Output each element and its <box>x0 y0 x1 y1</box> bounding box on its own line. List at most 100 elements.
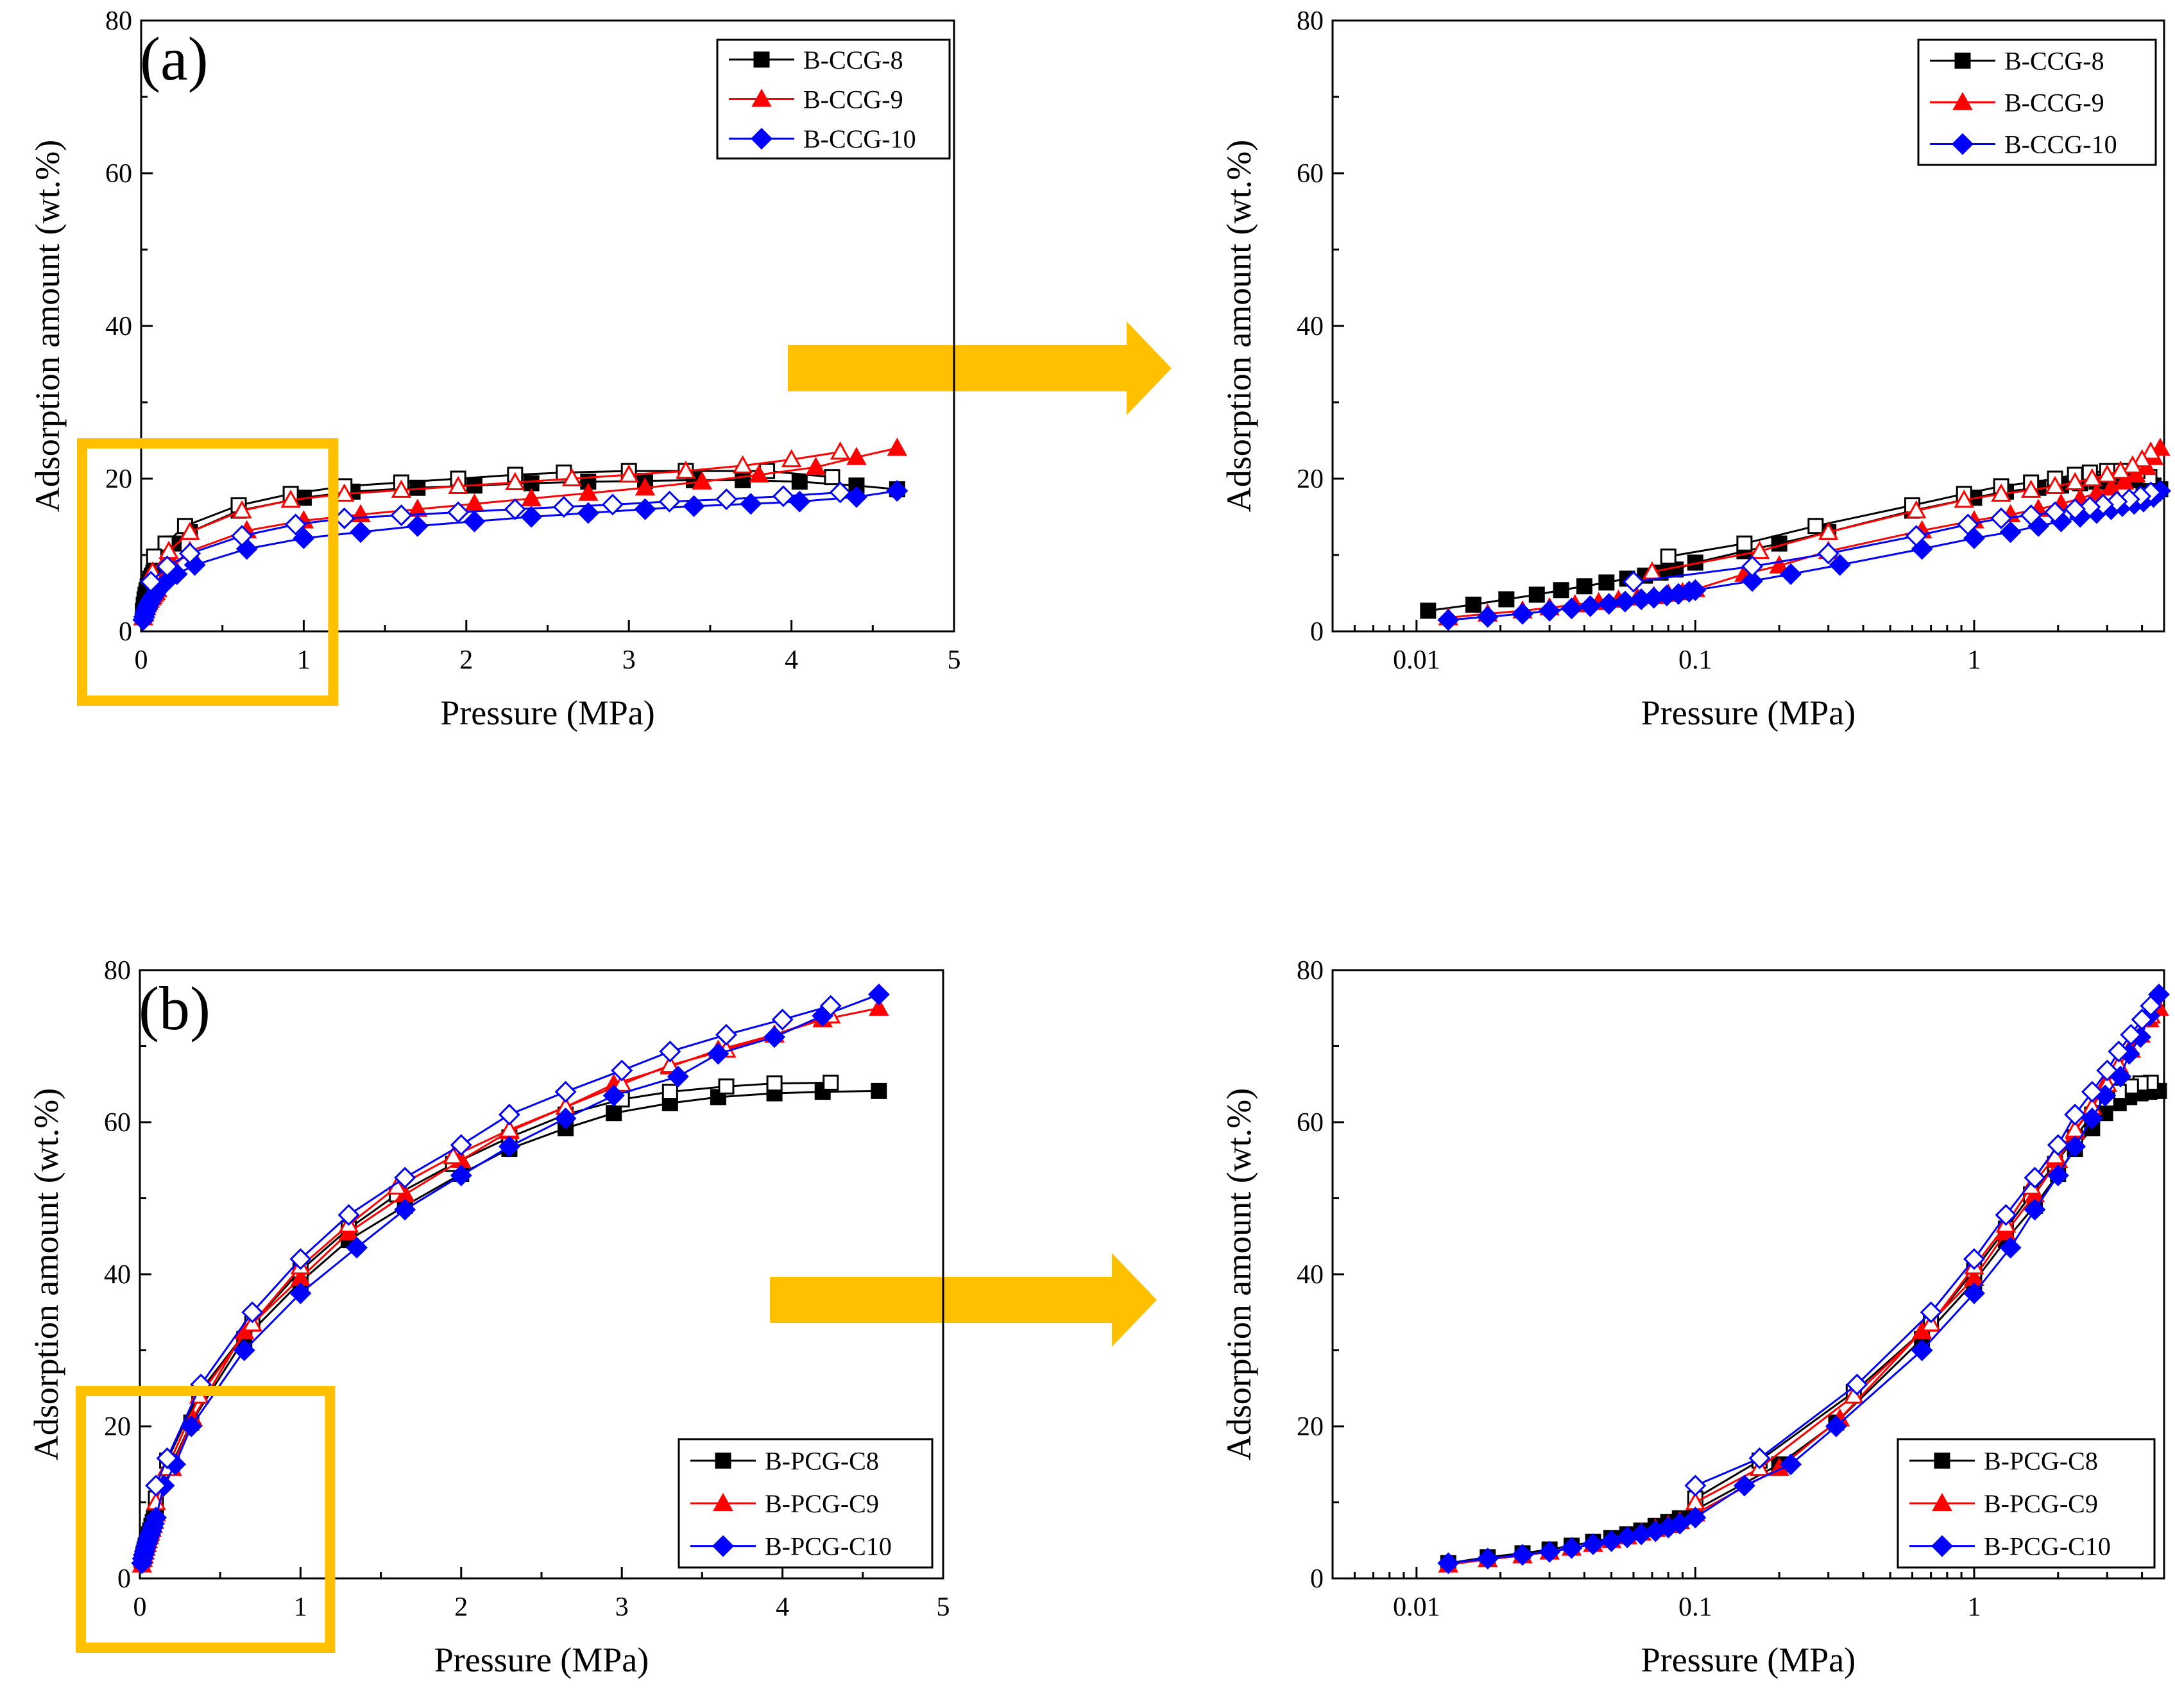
desorption-point <box>830 441 851 460</box>
legend-label: B-CCG-10 <box>2004 130 2117 159</box>
y-tick-label: 40 <box>1297 312 1324 341</box>
adsorption-point <box>1420 602 1437 619</box>
x-axis-label: Pressure (MPa) <box>1641 1641 1855 1679</box>
y-axis-label: Adsorption amount (wt.%) <box>1220 140 1258 512</box>
adsorption-point <box>1582 1533 1605 1555</box>
x-tick-label: 4 <box>785 645 798 675</box>
desorption-point <box>1905 525 1927 547</box>
x-tick-label: 0 <box>135 645 148 675</box>
adsorption-point <box>145 1507 167 1529</box>
chart-a-linear: 0 20 40 60 80 0 1 2 3 4 5 Pressure (MPa) Adsorption … <box>28 6 961 732</box>
adsorption-point <box>887 438 908 456</box>
desorption-point <box>505 472 525 491</box>
desorption-point <box>661 1084 678 1100</box>
adsorption-point <box>1780 1453 1802 1476</box>
legend-marker <box>753 51 770 68</box>
desorption-point <box>231 525 253 547</box>
desorption-point <box>732 455 753 474</box>
legend-label: B-PCG-C10 <box>1984 1532 2111 1561</box>
adsorption-point <box>1999 521 2022 543</box>
desorption-point <box>284 513 307 536</box>
y-tick-label: 60 <box>1297 159 1324 189</box>
adsorption-point <box>692 471 712 490</box>
desorption-point <box>1920 1301 1942 1324</box>
x-tick-label: 0.1 <box>1678 645 1712 675</box>
desorption-point <box>1817 542 1839 565</box>
desorption-point <box>2045 475 2065 494</box>
adsorption-point <box>2024 1199 2046 1221</box>
x-tick-label: 0.01 <box>1393 645 1440 675</box>
adsorption-point <box>683 495 705 517</box>
desorption-point <box>447 501 470 524</box>
desorption-point <box>660 1054 681 1073</box>
legend-marker <box>1931 1535 1953 1557</box>
legend-marker <box>713 1492 733 1512</box>
adsorption-point <box>1528 586 1545 603</box>
adsorption-point <box>498 1135 520 1157</box>
y-axis-label: Adsorption amount (wt.%) <box>27 1088 65 1460</box>
adsorption-point <box>1476 1548 1499 1570</box>
adsorption-point <box>1512 1544 1534 1566</box>
desorption-point <box>2097 464 2118 483</box>
x-tick-label: 1 <box>294 1593 307 1622</box>
adsorption-point <box>1576 578 1592 595</box>
desorption-point <box>823 1074 839 1091</box>
legend-label: B-PCG-C8 <box>765 1446 879 1475</box>
desorption-point <box>2092 493 2114 516</box>
desorption-point <box>289 1248 312 1270</box>
adsorption-point <box>848 477 865 494</box>
desorption-point <box>1623 570 1644 593</box>
adsorption-point <box>346 1236 368 1259</box>
desorption-point <box>1954 490 1974 508</box>
desorption-point <box>676 460 696 479</box>
desorption-point <box>156 555 178 577</box>
zoom-arrow-2 <box>770 1253 1157 1347</box>
adsorption-point <box>1553 582 1569 599</box>
series-B-CCG-10 <box>1437 480 2171 631</box>
desorption-line <box>155 1081 831 1499</box>
adsorption-point <box>606 1105 622 1122</box>
x-tick-label: 2 <box>459 645 473 675</box>
desorption-point <box>390 504 413 527</box>
adsorption-point <box>1560 1537 1583 1559</box>
y-tick-label: 80 <box>104 956 131 986</box>
adsorption-point <box>749 464 769 483</box>
adsorption-point <box>1668 561 1684 578</box>
desorption-point <box>618 464 639 483</box>
panel-label: (a) <box>140 24 209 93</box>
adsorption-point <box>1963 1282 1985 1304</box>
adsorption-point <box>554 1107 577 1130</box>
adsorption-point <box>1539 599 1561 622</box>
desorption-point <box>2120 1023 2142 1046</box>
x-tick-label: 0 <box>133 1593 147 1622</box>
desorption-point <box>2096 1059 2119 1082</box>
y-tick-label: 20 <box>104 1412 131 1442</box>
y-tick-label: 60 <box>104 1108 131 1138</box>
desorption-point <box>2106 490 2128 513</box>
desorption-point <box>1748 1447 1771 1469</box>
desorption-point <box>504 498 526 520</box>
legend-marker <box>1952 133 1974 155</box>
adsorption-point <box>1999 1236 2022 1259</box>
adsorption-point <box>707 1043 729 1065</box>
desorption-point <box>2024 1166 2046 1189</box>
desorption-point <box>2064 498 2086 520</box>
legend-marker <box>1932 1492 1952 1512</box>
desorption-point <box>337 1204 360 1226</box>
adsorption-point <box>1579 595 1601 617</box>
desorption-point <box>781 448 802 468</box>
adsorption-point <box>1769 555 1789 574</box>
desorption-point <box>1991 483 2011 502</box>
adsorption-point <box>463 510 486 533</box>
x-tick-label: 5 <box>937 1593 950 1622</box>
adsorption-point <box>1437 1552 1460 1575</box>
desorption-point <box>819 995 842 1017</box>
y-tick-label: 20 <box>1297 1412 1324 1442</box>
desorption-line <box>1694 1005 2152 1487</box>
legend-label: B-PCG-C10 <box>765 1532 892 1561</box>
y-tick-label: 0 <box>1310 617 1324 647</box>
y-tick-label: 0 <box>1310 1564 1324 1594</box>
desorption-point <box>1846 1373 1868 1396</box>
y-tick-label: 80 <box>1297 956 1324 986</box>
